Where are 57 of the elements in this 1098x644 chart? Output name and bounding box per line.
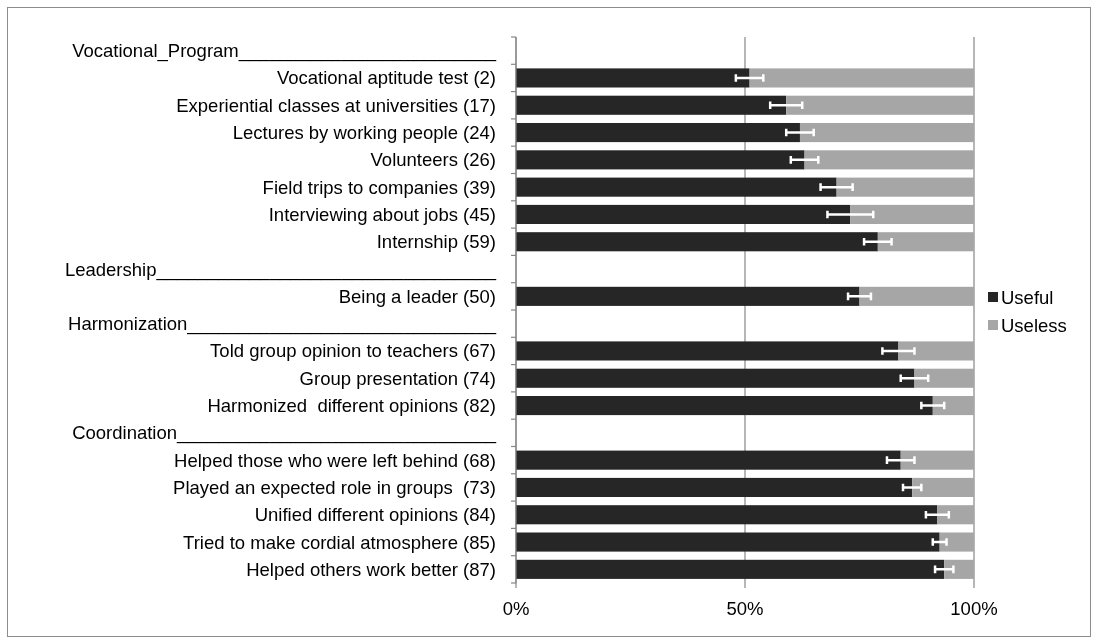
- x-tick-label: 50%: [726, 597, 764, 619]
- bar: [859, 286, 974, 306]
- y-tick-label: Vocational aptitude test (2): [276, 67, 496, 89]
- bar: [516, 450, 901, 470]
- bar: [900, 450, 974, 470]
- bar: [939, 532, 974, 552]
- y-tick-label: Volunteers (26): [370, 149, 496, 171]
- bar: [516, 396, 933, 416]
- y-tick-label: Being a leader (50): [338, 285, 496, 307]
- bar: [516, 368, 915, 388]
- y-tick-label: Played an expected role in groups (73): [173, 476, 496, 498]
- bar: [516, 95, 787, 115]
- bar: [932, 396, 974, 416]
- y-tick-label: Helped others work better (87): [246, 558, 496, 580]
- bar: [516, 177, 837, 197]
- bar: [836, 177, 974, 197]
- y-tick-label: Harmonization______________________________: [68, 313, 497, 336]
- bar: [944, 559, 974, 579]
- bar: [516, 150, 805, 170]
- y-tick-label: Field trips to companies (39): [262, 176, 496, 198]
- bar: [937, 505, 974, 525]
- y-tick-label: Experiential classes at universities (17): [176, 94, 496, 116]
- bar: [749, 68, 974, 88]
- bar: [516, 532, 940, 552]
- y-tick-label: Leadership_________________________________: [64, 258, 497, 281]
- bar: [799, 123, 974, 143]
- y-tick-label: Group presentation (74): [299, 367, 496, 389]
- bar: [516, 204, 851, 225]
- legend-label: Useless: [1001, 314, 1067, 336]
- y-tick-label: Interviewing about jobs (45): [268, 203, 496, 225]
- bar: [516, 68, 750, 88]
- y-tick-label: Harmonized different opinions (82): [207, 395, 496, 417]
- y-tick-label: Told group opinion to teachers (67): [210, 340, 496, 362]
- bar: [898, 341, 974, 361]
- bar: [804, 150, 974, 170]
- y-tick-label: Internship (59): [376, 231, 496, 253]
- bar: [914, 368, 974, 388]
- y-tick-label: Helped those who were left behind (68): [174, 449, 496, 471]
- bar: [516, 477, 913, 498]
- y-tick-label: Tried to make cordial atmosphere (85): [183, 531, 496, 553]
- bar: [516, 232, 878, 252]
- bar: [850, 204, 974, 225]
- bar: [516, 505, 938, 525]
- bar: [516, 286, 860, 306]
- y-tick-label: Vocational_Program_________________________: [72, 40, 497, 63]
- x-tick-label: 100%: [950, 597, 998, 619]
- legend-label: Useful: [1001, 286, 1054, 308]
- bar: [877, 232, 974, 252]
- bar: [516, 341, 899, 361]
- bar: [516, 559, 945, 579]
- y-tick-label: Unified different opinions (84): [254, 504, 496, 526]
- y-tick-label: Coordination_______________________________: [72, 422, 497, 445]
- bar: [786, 95, 974, 115]
- y-tick-label: Lectures by working people (24): [232, 122, 496, 144]
- x-tick-label: 0%: [502, 597, 530, 619]
- bar: [516, 123, 800, 143]
- bar: [912, 477, 974, 498]
